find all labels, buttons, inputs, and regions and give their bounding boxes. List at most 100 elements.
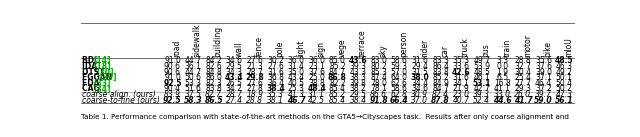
Text: 85.3: 85.3 [370,68,387,77]
Text: 83.9: 83.9 [164,90,181,99]
Text: 39.3: 39.3 [349,62,367,71]
Text: 30.9: 30.9 [412,90,428,99]
Text: 58.3: 58.3 [184,96,202,105]
Text: FDA: FDA [83,79,102,88]
Text: 41.7: 41.7 [513,96,532,105]
Text: 39.0: 39.0 [535,68,552,77]
Text: 42.7: 42.7 [473,84,490,93]
Text: 84.7: 84.7 [329,68,346,77]
Text: 62.6: 62.6 [391,79,408,88]
Text: 36.1: 36.1 [184,62,202,71]
Text: 86.0: 86.0 [205,73,222,82]
Text: 26.0: 26.0 [515,90,531,99]
Text: wall: wall [234,42,243,57]
Text: car: car [440,45,449,57]
Text: 85.2: 85.2 [329,90,346,99]
Text: 29.8: 29.8 [246,73,264,82]
Text: 37.6: 37.6 [535,62,552,71]
Text: mIoU: mIoU [564,38,573,57]
Text: 48.5: 48.5 [473,68,490,77]
Text: 40.5: 40.5 [287,79,305,88]
Text: 37.1: 37.1 [535,73,552,82]
Text: 83.8: 83.8 [205,84,222,93]
Text: 38.8: 38.8 [308,79,325,88]
Text: 92.5: 92.5 [163,79,182,88]
Text: 31.6: 31.6 [412,56,428,65]
Text: 50.4: 50.4 [556,79,573,88]
Text: 27.4: 27.4 [226,96,243,105]
Text: 0.0: 0.0 [496,62,508,71]
Text: 31.5: 31.5 [412,68,428,77]
Text: sky: sky [379,45,388,57]
Text: 80.2: 80.2 [370,62,387,71]
Text: 52.4: 52.4 [473,96,490,105]
Text: 62.8: 62.8 [391,90,408,99]
Text: 78.0: 78.0 [370,79,387,88]
Text: 34.3: 34.3 [226,68,243,77]
Text: 33.0: 33.0 [494,90,511,99]
Text: 87.4: 87.4 [370,73,387,82]
Text: 27.7: 27.7 [515,79,531,88]
Text: 59.0: 59.0 [534,96,553,105]
Text: 33.6: 33.6 [452,62,470,71]
Text: 57.0: 57.0 [391,68,408,77]
Text: 85.2: 85.2 [329,62,346,71]
Text: 36.0: 36.0 [308,56,325,65]
Text: 28.8: 28.8 [246,96,264,105]
Text: 46.1: 46.1 [473,73,490,82]
Text: 82.4: 82.4 [432,90,449,99]
Text: 36.4: 36.4 [267,79,284,88]
Text: 53.9: 53.9 [473,62,490,71]
Text: 38.2: 38.2 [349,84,366,93]
Text: 51.6: 51.6 [184,84,202,93]
Text: 28.7: 28.7 [246,68,263,77]
Text: 28.7: 28.7 [226,90,243,99]
Text: 53.3: 53.3 [184,79,202,88]
Text: 85.2: 85.2 [432,73,449,82]
Text: 31.6: 31.6 [452,73,470,82]
Text: [33]: [33] [94,79,111,88]
Text: 27.8: 27.8 [246,84,263,93]
Text: 6.5: 6.5 [496,73,508,82]
Text: [29]: [29] [100,73,117,82]
Text: 38.1: 38.1 [267,96,284,105]
Text: 56.1: 56.1 [555,96,573,105]
Text: 83.0: 83.0 [370,56,387,65]
Text: IDA: IDA [83,62,100,71]
Text: 91.8: 91.8 [369,96,388,105]
Text: 23.0: 23.0 [452,90,470,99]
Text: 48.5: 48.5 [555,56,573,65]
Text: 18.9: 18.9 [246,90,264,99]
Text: 34.1: 34.1 [452,79,470,88]
Text: 83.3: 83.3 [432,56,449,65]
Text: 29.5: 29.5 [349,90,367,99]
Text: building: building [214,26,223,57]
Text: 86.6: 86.6 [370,90,387,99]
Text: 23.1: 23.1 [308,62,325,71]
Text: 21.9: 21.9 [452,84,470,93]
Text: 83.8: 83.8 [432,68,449,77]
Text: 84.7: 84.7 [432,84,449,93]
Text: 85.4: 85.4 [329,84,346,93]
Text: DTST: DTST [83,68,108,77]
Text: 85.0: 85.0 [329,56,346,65]
Text: 32.7: 32.7 [515,62,531,71]
Text: 84.9: 84.9 [432,79,449,88]
Text: terrace: terrace [358,30,367,57]
Text: rider: rider [420,39,429,57]
Text: 29.5: 29.5 [226,62,243,71]
Text: bus: bus [482,44,491,57]
Text: 90.4: 90.4 [164,84,181,93]
Text: CAG: CAG [83,84,102,93]
Text: 37.2: 37.2 [535,84,552,93]
Text: 34.4: 34.4 [412,79,428,88]
Text: 66.4: 66.4 [390,96,408,105]
Text: BDL: BDL [83,56,102,65]
Text: 34.6: 34.6 [226,56,243,65]
Text: 50.2: 50.2 [556,84,573,93]
Text: 50.6: 50.6 [184,73,202,82]
Text: 34.2: 34.2 [226,84,243,93]
Text: 64.0: 64.0 [391,73,408,82]
Text: pole: pole [276,41,285,57]
Text: 40.7: 40.7 [452,96,470,105]
